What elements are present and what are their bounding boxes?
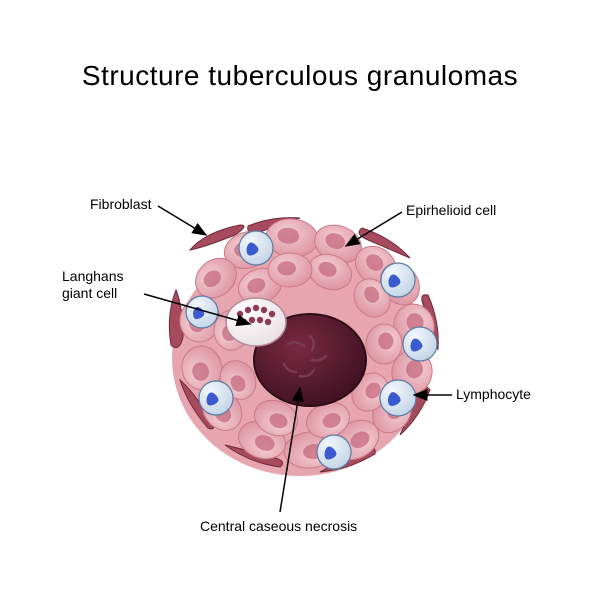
label-necrosis: Central caseous necrosis [200,518,357,535]
label-fibroblast: Fibroblast [90,196,151,213]
label-epithelioid: Epirhelioid cell [406,202,496,219]
pointer-arrow [158,206,206,235]
label-langhans: Langhansgiant cell [62,268,124,302]
label-lymphocyte: Lymphocyte [456,386,531,403]
diagram-canvas: Structure tuberculous granulomas [0,0,600,600]
